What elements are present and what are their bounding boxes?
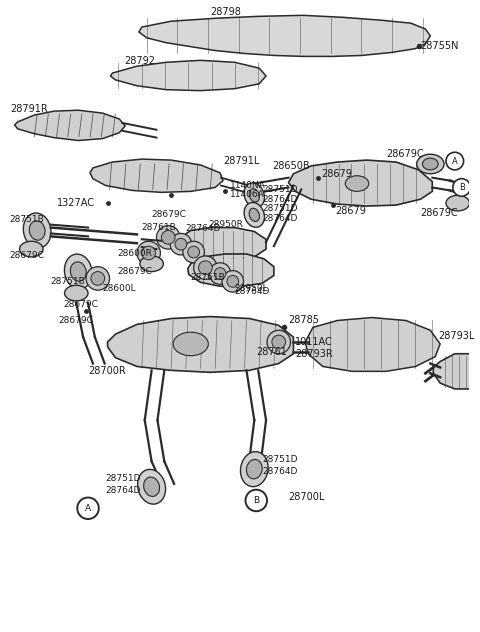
Text: A: A	[452, 157, 457, 166]
Circle shape	[175, 238, 187, 250]
Polygon shape	[139, 15, 431, 56]
Text: 28679: 28679	[336, 206, 366, 216]
Polygon shape	[108, 317, 293, 372]
Text: 28793R: 28793R	[295, 349, 333, 359]
Text: 28679C: 28679C	[63, 300, 98, 309]
Ellipse shape	[64, 285, 88, 301]
Text: 28764D: 28764D	[186, 224, 221, 233]
Text: 28764D: 28764D	[262, 195, 298, 204]
Circle shape	[156, 226, 180, 249]
Circle shape	[142, 246, 156, 260]
Circle shape	[222, 270, 243, 292]
Text: B: B	[459, 183, 465, 192]
Text: 28764D: 28764D	[262, 466, 298, 476]
Text: 28791L: 28791L	[223, 156, 259, 166]
Circle shape	[161, 231, 175, 244]
Circle shape	[245, 490, 267, 511]
Text: 28761: 28761	[256, 347, 287, 357]
Ellipse shape	[20, 241, 43, 257]
Ellipse shape	[345, 176, 369, 191]
Ellipse shape	[249, 188, 260, 202]
Circle shape	[446, 152, 464, 170]
Circle shape	[214, 268, 226, 279]
Ellipse shape	[446, 195, 469, 211]
Text: 28764D: 28764D	[106, 486, 141, 495]
Text: 28600R: 28600R	[118, 248, 152, 257]
Polygon shape	[90, 159, 223, 192]
Text: 28751B: 28751B	[10, 216, 45, 224]
Text: 28679C: 28679C	[386, 149, 424, 159]
Ellipse shape	[64, 254, 92, 289]
Ellipse shape	[240, 452, 268, 487]
Circle shape	[170, 233, 192, 255]
Polygon shape	[305, 317, 440, 372]
Text: 28679C: 28679C	[59, 316, 94, 325]
Ellipse shape	[417, 154, 444, 174]
Polygon shape	[179, 228, 266, 260]
Text: 28764D: 28764D	[235, 287, 270, 296]
Ellipse shape	[140, 256, 163, 272]
Circle shape	[272, 335, 286, 349]
Circle shape	[86, 267, 109, 290]
Text: 28798: 28798	[210, 8, 241, 18]
Text: 28785: 28785	[288, 315, 320, 325]
Text: 28950L: 28950L	[235, 284, 268, 293]
Text: 28600L: 28600L	[103, 284, 136, 293]
Ellipse shape	[24, 213, 51, 248]
Text: 28700L: 28700L	[288, 492, 325, 502]
Text: 28751D: 28751D	[262, 185, 298, 194]
Text: 28761B: 28761B	[142, 223, 177, 232]
Circle shape	[137, 241, 160, 265]
Text: 28751D: 28751D	[106, 475, 141, 483]
Text: 28764D: 28764D	[262, 214, 298, 223]
Text: 28755N: 28755N	[420, 40, 459, 51]
Circle shape	[267, 331, 290, 354]
Ellipse shape	[422, 158, 438, 170]
Circle shape	[77, 497, 99, 519]
Ellipse shape	[244, 183, 264, 208]
Polygon shape	[110, 60, 266, 90]
Polygon shape	[288, 160, 432, 206]
Polygon shape	[188, 254, 274, 286]
Circle shape	[91, 272, 105, 285]
Text: B: B	[253, 496, 259, 505]
Ellipse shape	[144, 477, 159, 496]
Text: 28751D: 28751D	[262, 205, 298, 214]
Circle shape	[227, 276, 239, 287]
Ellipse shape	[138, 470, 166, 504]
Text: 28679C: 28679C	[10, 252, 45, 260]
Text: 28700R: 28700R	[88, 367, 126, 376]
Circle shape	[183, 241, 204, 263]
Text: 28650B: 28650B	[272, 161, 310, 171]
Ellipse shape	[246, 459, 262, 479]
Circle shape	[188, 246, 200, 258]
Text: A: A	[85, 504, 91, 513]
Text: 28761B: 28761B	[191, 273, 226, 282]
Circle shape	[453, 179, 470, 197]
Text: 28792: 28792	[124, 56, 155, 66]
Text: 1140NA: 1140NA	[230, 181, 265, 190]
Circle shape	[193, 256, 217, 279]
Text: 28751D: 28751D	[262, 455, 298, 464]
Text: 11406A: 11406A	[230, 190, 264, 199]
Ellipse shape	[173, 332, 208, 356]
Text: 28679C: 28679C	[118, 267, 152, 276]
Ellipse shape	[71, 262, 86, 281]
Circle shape	[209, 263, 231, 284]
Circle shape	[199, 261, 212, 274]
Text: 28679C: 28679C	[152, 210, 186, 219]
Text: 1011AC: 1011AC	[295, 337, 333, 347]
Polygon shape	[433, 354, 480, 389]
Text: 28679: 28679	[321, 169, 352, 179]
Text: 28793L: 28793L	[438, 331, 475, 341]
Ellipse shape	[244, 202, 264, 228]
Ellipse shape	[249, 208, 260, 221]
Text: 28950R: 28950R	[208, 220, 243, 229]
Ellipse shape	[29, 221, 45, 240]
Polygon shape	[15, 110, 125, 140]
Text: 28679C: 28679C	[420, 208, 458, 218]
Text: 28791R: 28791R	[10, 104, 48, 114]
Text: 1327AC: 1327AC	[57, 198, 95, 208]
Text: 28751B: 28751B	[51, 277, 85, 286]
